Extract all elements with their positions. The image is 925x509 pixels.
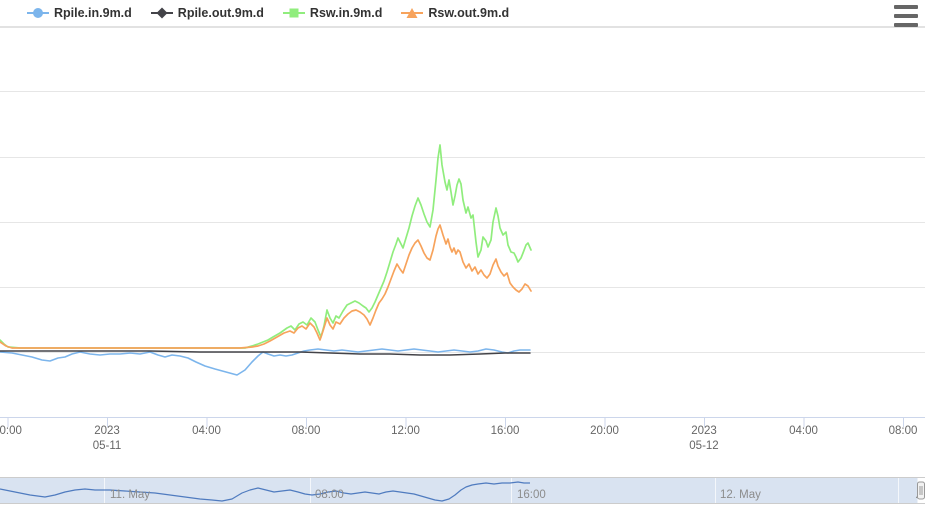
- x-axis-label: 04:00: [192, 425, 221, 437]
- legend-diamond-icon: [150, 7, 173, 19]
- legend-label: Rpile.out.9m.d: [177, 6, 264, 20]
- legend-item-rpile-in[interactable]: Rpile.in.9m.d: [27, 5, 132, 21]
- navigator-series-line: [0, 481, 530, 502]
- series-line-Rsw.in.9m.d: [0, 144, 532, 349]
- navigator-axis-label: 11. May: [110, 489, 151, 501]
- x-axis-label: 20:00: [0, 425, 22, 437]
- x-axis-label: 2023 05-11: [92, 425, 122, 452]
- x-axis-label: 12:00: [391, 425, 420, 437]
- series-line-Rpile.in.9m.d: [0, 348, 531, 376]
- x-axis-label: 2023 05-12: [689, 425, 719, 452]
- legend-square-icon: [282, 8, 305, 18]
- x-axis-label: 16:00: [490, 425, 520, 437]
- navigator-right-handle[interactable]: [917, 481, 925, 500]
- hamburger-icon: [894, 5, 918, 9]
- legend-item-rsw-in[interactable]: Rsw.in.9m.d: [282, 5, 383, 21]
- x-axis-label: 20:00: [590, 425, 619, 437]
- legend: Rpile.in.9m.d Rpile.out.9m.d Rsw.in.9m.d…: [27, 5, 509, 21]
- series-line-Rsw.out.9m.d: [0, 224, 532, 349]
- legend-label: Rpile.in.9m.d: [54, 6, 132, 20]
- navigator-axis-label: 08:00: [315, 489, 344, 501]
- navigator-axis-label: .: [915, 489, 919, 501]
- series-line-Rpile.out.9m.d: [0, 350, 531, 356]
- export-menu-button[interactable]: [894, 5, 918, 29]
- legend-triangle-icon: [401, 8, 424, 18]
- legend-label: Rsw.out.9m.d: [428, 6, 510, 20]
- legend-item-rpile-out[interactable]: Rpile.out.9m.d: [150, 5, 264, 21]
- navigator-axis-label: 12. May: [720, 489, 761, 501]
- x-axis-label: 08:00: [291, 425, 321, 437]
- hamburger-icon: [894, 14, 918, 18]
- legend-circle-icon: [27, 8, 49, 18]
- x-axis-label: 08:00: [888, 425, 918, 437]
- hamburger-icon: [894, 23, 918, 27]
- legend-label: Rsw.in.9m.d: [309, 6, 383, 20]
- legend-item-rsw-out[interactable]: Rsw.out.9m.d: [401, 5, 509, 21]
- navigator-axis-label: 16:00: [517, 489, 546, 501]
- navigator-mask[interactable]: [0, 478, 918, 503]
- x-axis-label: 04:00: [789, 425, 818, 437]
